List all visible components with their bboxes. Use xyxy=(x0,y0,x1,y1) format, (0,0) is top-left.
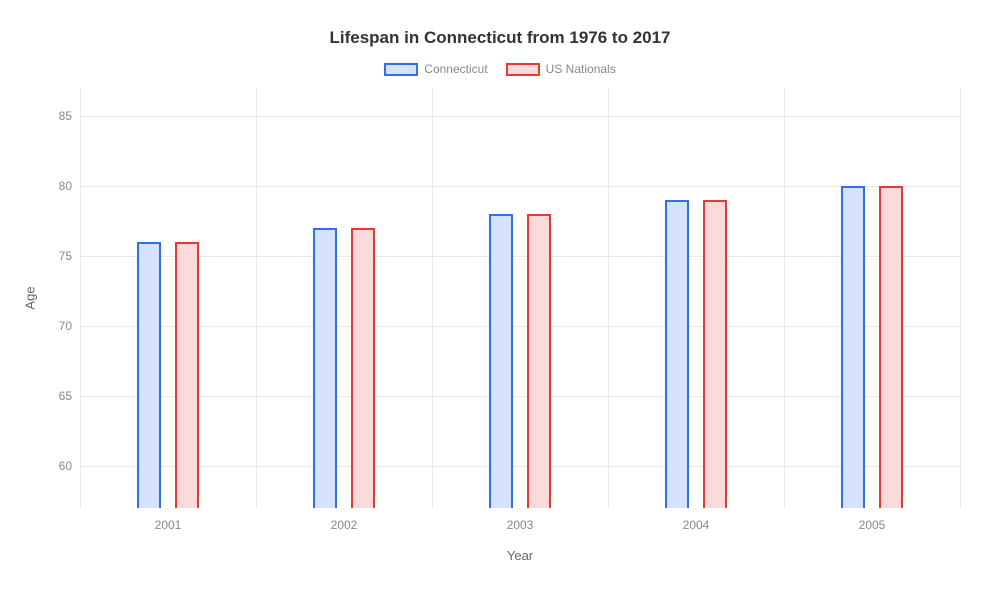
chart-title: Lifespan in Connecticut from 1976 to 201… xyxy=(0,28,1000,48)
bar-connecticut-2005 xyxy=(841,186,865,508)
x-tick-label: 2001 xyxy=(155,518,182,532)
y-tick-label: 65 xyxy=(59,389,72,403)
bar-us-nationals-2003 xyxy=(527,214,551,508)
plot-area: 60657075808520012002200320042005 xyxy=(80,88,960,508)
legend-label-connecticut: Connecticut xyxy=(424,62,487,76)
gridline-v xyxy=(784,88,785,508)
bar-connecticut-2004 xyxy=(665,200,689,508)
legend-item-us-nationals: US Nationals xyxy=(506,62,616,76)
gridline-h xyxy=(80,186,960,187)
gridline-h xyxy=(80,116,960,117)
gridline-h xyxy=(80,256,960,257)
bar-us-nationals-2004 xyxy=(703,200,727,508)
x-tick-label: 2003 xyxy=(507,518,534,532)
bar-us-nationals-2002 xyxy=(351,228,375,508)
y-tick-label: 75 xyxy=(59,249,72,263)
gridline-v xyxy=(432,88,433,508)
legend-label-us-nationals: US Nationals xyxy=(546,62,616,76)
gridline-h xyxy=(80,326,960,327)
gridline-v xyxy=(608,88,609,508)
chart-container: Lifespan in Connecticut from 1976 to 201… xyxy=(0,0,1000,600)
y-tick-label: 70 xyxy=(59,319,72,333)
legend-item-connecticut: Connecticut xyxy=(384,62,487,76)
y-tick-label: 80 xyxy=(59,179,72,193)
x-axis-title: Year xyxy=(507,548,533,563)
bar-connecticut-2003 xyxy=(489,214,513,508)
x-tick-label: 2002 xyxy=(331,518,358,532)
x-tick-label: 2004 xyxy=(683,518,710,532)
legend: Connecticut US Nationals xyxy=(0,62,1000,76)
legend-swatch-connecticut xyxy=(384,63,418,76)
x-tick-label: 2005 xyxy=(859,518,886,532)
y-tick-label: 60 xyxy=(59,459,72,473)
bar-connecticut-2001 xyxy=(137,242,161,508)
gridline-v xyxy=(960,88,961,508)
gridline-v xyxy=(256,88,257,508)
y-tick-label: 85 xyxy=(59,109,72,123)
gridline-h xyxy=(80,396,960,397)
legend-swatch-us-nationals xyxy=(506,63,540,76)
bar-connecticut-2002 xyxy=(313,228,337,508)
bar-us-nationals-2001 xyxy=(175,242,199,508)
gridline-v xyxy=(80,88,81,508)
gridline-h xyxy=(80,466,960,467)
bar-us-nationals-2005 xyxy=(879,186,903,508)
y-axis-title: Age xyxy=(23,286,38,309)
